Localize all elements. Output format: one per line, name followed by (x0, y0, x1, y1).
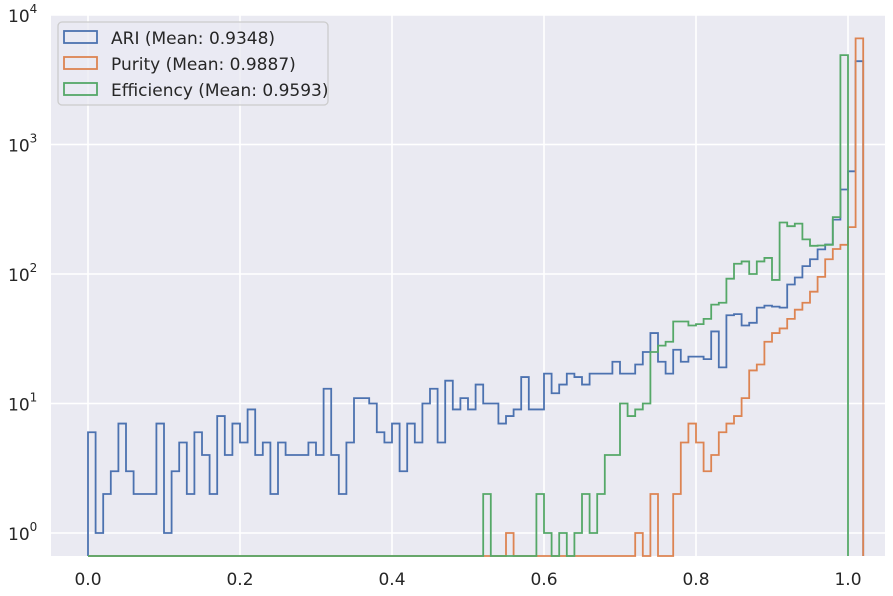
y-tick-label: 100 (8, 520, 37, 545)
y-axis-ticks: 100 101 102 103 104 (8, 2, 37, 545)
x-tick-label: 0.4 (378, 570, 405, 590)
y-tick-label: 103 (8, 132, 37, 157)
legend-item-ari: ARI (Mean: 0.9348) (63, 29, 275, 49)
legend-label-ari: ARI (Mean: 0.9348) (111, 29, 275, 49)
grid-lines (51, 14, 885, 556)
legend-box (57, 21, 329, 106)
x-tick-label: 0.0 (74, 570, 101, 590)
y-tick-label: 102 (8, 261, 37, 286)
y-tick-label: 104 (8, 2, 37, 27)
legend-swatch-efficiency (63, 82, 98, 96)
legend-label-efficiency: Efficiency (Mean: 0.9593) (111, 81, 329, 101)
x-tick-label: 0.2 (226, 570, 253, 590)
histogram-step-line (87, 60, 865, 556)
legend-label-purity: Purity (Mean: 0.9887) (111, 55, 296, 75)
histogram-step-line (88, 54, 849, 557)
x-tick-label: 1.0 (834, 570, 861, 590)
legend-swatch-purity (63, 56, 98, 70)
y-tick-label: 101 (8, 391, 37, 416)
histogram-series (87, 37, 865, 557)
legend-item-purity: Purity (Mean: 0.9887) (63, 55, 296, 75)
x-tick-label: 0.8 (682, 570, 709, 590)
legend-swatch-ari (63, 30, 98, 44)
legend: ARI (Mean: 0.9348) Purity (Mean: 0.9887)… (57, 21, 329, 106)
x-tick-label: 0.6 (530, 570, 557, 590)
x-axis-ticks: 0.0 0.2 0.4 0.6 0.8 1.0 (74, 570, 861, 590)
legend-item-efficiency: Efficiency (Mean: 0.9593) (63, 81, 329, 101)
